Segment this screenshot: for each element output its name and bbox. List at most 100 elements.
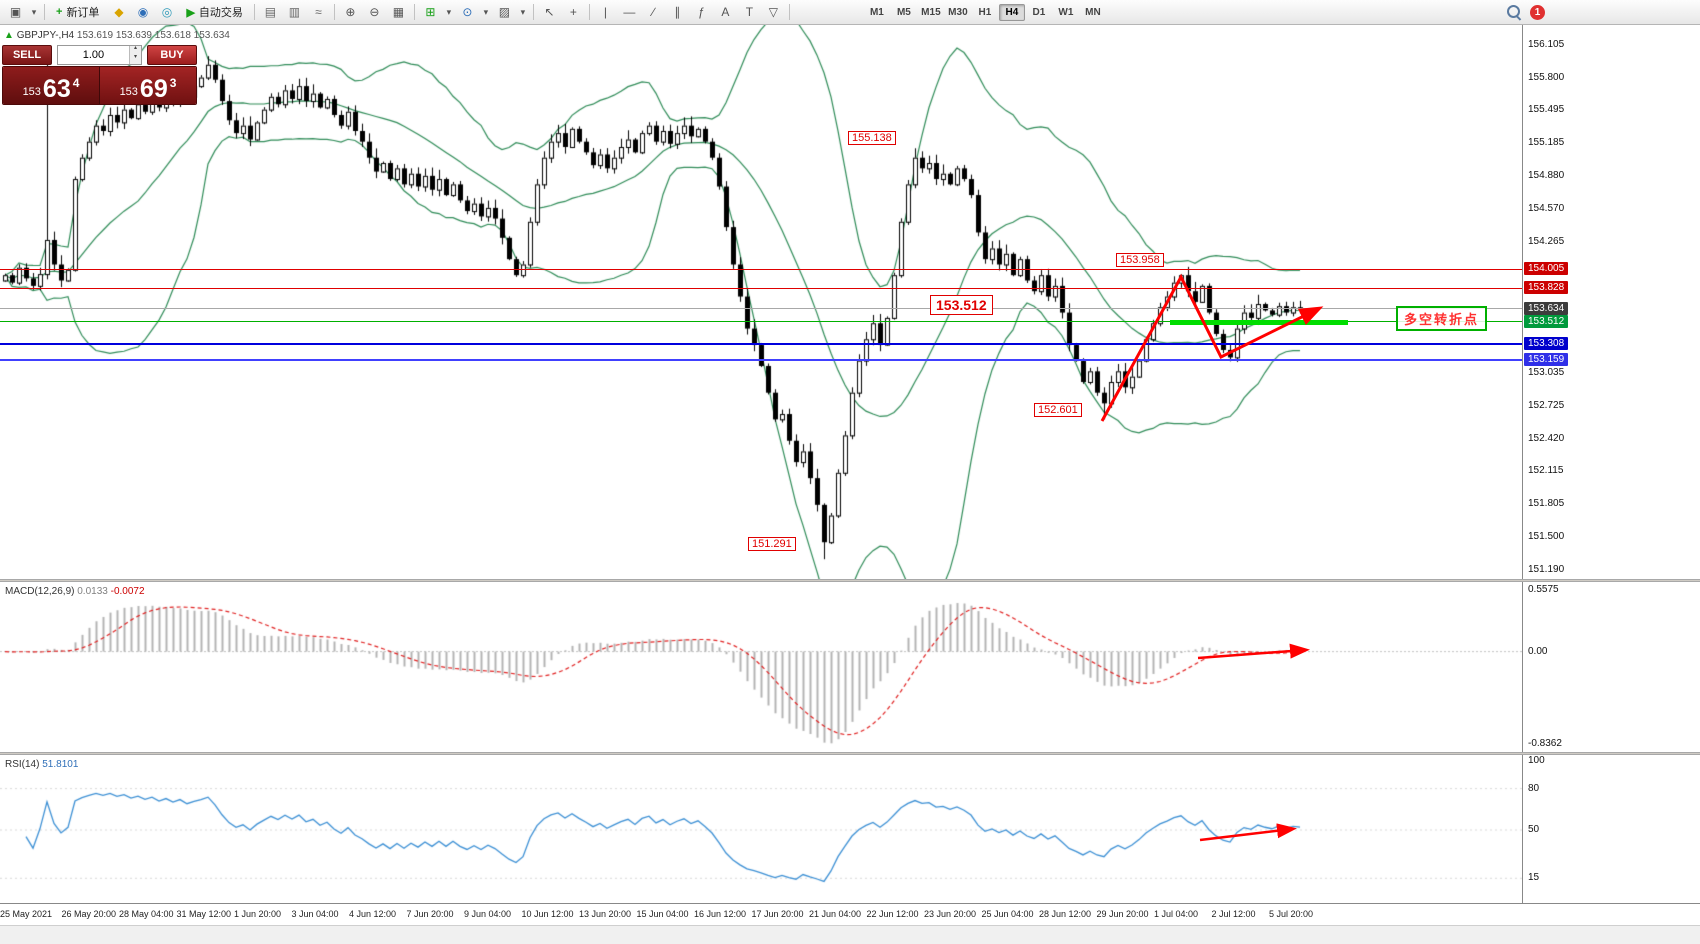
price-callout-153.958[interactable]: 153.958	[1116, 253, 1164, 267]
time-label: 2 Jul 12:00	[1211, 909, 1256, 919]
price-axis-label: 155.495	[1528, 104, 1565, 116]
price-axis[interactable]: 156.105 155.800 155.495 155.185 154.880 154.5…	[1522, 25, 1700, 579]
new-order-button[interactable]: + 新订单	[49, 3, 106, 22]
hline-153.159[interactable]	[0, 358, 1522, 361]
panel-separator[interactable]	[0, 579, 1700, 582]
sell-price-big: 63	[42, 75, 71, 103]
macd-axis-label: 0.5575	[1528, 583, 1559, 595]
price-callout-153.512[interactable]: 153.512	[930, 295, 993, 315]
macd-red-arrow[interactable]	[1197, 643, 1310, 660]
rsi-red-arrow[interactable]	[1199, 823, 1297, 842]
time-label: 15 Jun 04:00	[636, 909, 689, 919]
fibonacci-icon[interactable]: ƒ	[698, 5, 705, 19]
price-tag-154.005: 154.005	[1524, 262, 1569, 276]
price-callout-151.291[interactable]: 151.291	[748, 537, 796, 551]
profile-icon[interactable]: ◆	[114, 5, 124, 19]
hline-153.634[interactable]	[0, 308, 1522, 310]
price-axis-label: 154.265	[1528, 235, 1565, 247]
candlestick-chart[interactable]	[0, 25, 1522, 579]
notification-badge[interactable]: 1	[1530, 5, 1545, 20]
price-axis-label: 155.185	[1528, 137, 1565, 149]
trend-arrows-overlay[interactable]	[0, 25, 1522, 579]
time-label: 3 Jun 04:00	[291, 909, 339, 919]
channel-icon[interactable]: ∥	[674, 5, 681, 19]
hline-154.005[interactable]	[0, 268, 1522, 270]
buy-price[interactable]: 153 69 3	[99, 67, 196, 104]
time-axis[interactable]: 25 May 2021 26 May 20:00 28 May 04:00 31 Ma…	[0, 903, 1700, 925]
price-tag-153.159: 153.159	[1524, 352, 1569, 366]
turning-point-annotation[interactable]: 多空转折点	[1396, 306, 1488, 331]
price-callout-155.138[interactable]: 155.138	[848, 131, 896, 145]
vertical-line-icon[interactable]: |	[603, 5, 607, 19]
tf-mn-button[interactable]: MN	[1080, 4, 1106, 21]
label-tool-icon[interactable]: T	[745, 5, 754, 19]
toolbar-separator	[532, 4, 534, 20]
buy-button[interactable]: BUY	[147, 45, 197, 65]
macd-axis[interactable]: 0.5575 0.00 -0.8362	[1522, 582, 1700, 752]
sell-button[interactable]: SELL	[2, 45, 52, 65]
time-label: 25 May 2021	[0, 909, 53, 919]
price-axis-label: 152.725	[1528, 400, 1565, 412]
zoom-out-icon[interactable]: ⊖	[369, 5, 380, 19]
bar-chart-icon[interactable]: ▤	[264, 5, 277, 19]
tf-d1-button[interactable]: D1	[1026, 4, 1052, 21]
toolbar-separator	[588, 4, 590, 20]
thick-green-support-line[interactable]	[1170, 319, 1348, 325]
search-icon[interactable]	[1506, 4, 1523, 21]
toolbar-separator	[253, 4, 255, 20]
rsi-axis[interactable]: 100 80 50 15	[1522, 755, 1700, 903]
price-axis-label: 156.105	[1528, 39, 1565, 50]
tf-h4-button[interactable]: H4	[998, 3, 1025, 21]
community-icon[interactable]: ◉	[137, 5, 149, 19]
chart-dropdown-caret-icon[interactable]: ▾	[31, 6, 37, 17]
autotrading-button[interactable]: ▶ 自动交易	[179, 3, 249, 22]
price-axis-label: 151.500	[1528, 530, 1565, 542]
macd-arrow-overlay[interactable]	[0, 582, 1522, 752]
tf-m5-button[interactable]: M5	[891, 4, 917, 21]
horizontal-line-icon[interactable]: ―	[623, 5, 636, 19]
rsi-arrow-overlay[interactable]	[0, 755, 1522, 903]
trendline-icon[interactable]: ∕	[652, 5, 655, 19]
indicators-caret-icon[interactable]: ▾	[446, 6, 452, 17]
tf-w1-button[interactable]: W1	[1053, 4, 1079, 21]
time-label: 13 Jun 20:00	[579, 909, 632, 919]
rsi-chart[interactable]	[0, 755, 1522, 903]
tile-windows-icon[interactable]: ▦	[392, 5, 405, 19]
new-chart-icon[interactable]: ▣	[9, 5, 22, 19]
time-label: 23 Jun 20:00	[924, 909, 977, 919]
price-callout-152.601[interactable]: 152.601	[1034, 403, 1082, 417]
cursor-icon[interactable]: ↖	[544, 5, 555, 19]
tf-m30-button[interactable]: M30	[945, 4, 971, 21]
buy-price-main: 153	[119, 86, 138, 98]
help-icon[interactable]: ◎	[161, 5, 173, 19]
panel-separator[interactable]	[0, 752, 1700, 755]
templates-icon[interactable]: ▨	[498, 5, 511, 19]
line-chart-icon[interactable]: ≈	[315, 5, 322, 19]
one-click-trading-panel: SELL ▴ ▾ BUY 153 63 4 153	[2, 45, 197, 105]
price-tag-153.828: 153.828	[1524, 281, 1569, 295]
crosshair-icon[interactable]: +	[569, 5, 577, 19]
hline-153.308[interactable]	[0, 342, 1522, 345]
sell-price[interactable]: 153 63 4	[3, 67, 99, 104]
tf-m15-button[interactable]: M15	[918, 4, 944, 21]
time-label: 7 Jun 20:00	[406, 909, 454, 919]
templates-caret-icon[interactable]: ▾	[520, 6, 526, 17]
tf-h1-button[interactable]: H1	[972, 4, 998, 21]
periods-icon[interactable]: ⊙	[462, 5, 473, 19]
red-zigzag-arrow[interactable]	[1100, 273, 1324, 422]
volume-down-icon[interactable]: ▾	[129, 54, 141, 64]
sell-price-main: 153	[22, 86, 41, 98]
candle-chart-icon[interactable]: ▥	[288, 5, 301, 19]
indicators-icon[interactable]: ⊞	[425, 5, 436, 19]
zoom-in-icon[interactable]: ⊕	[345, 5, 356, 19]
hline-153.828[interactable]	[0, 287, 1522, 289]
periods-caret-icon[interactable]: ▾	[483, 6, 489, 17]
hline-153.512[interactable]	[0, 321, 1522, 323]
plus-icon: +	[56, 6, 63, 18]
volume-up-icon[interactable]: ▴	[129, 45, 141, 55]
shapes-icon[interactable]: ▽	[768, 5, 779, 19]
text-tool-icon[interactable]: A	[721, 5, 730, 19]
tf-m1-button[interactable]: M1	[864, 4, 890, 21]
volume-input[interactable]	[58, 46, 129, 64]
macd-chart[interactable]	[0, 582, 1522, 752]
